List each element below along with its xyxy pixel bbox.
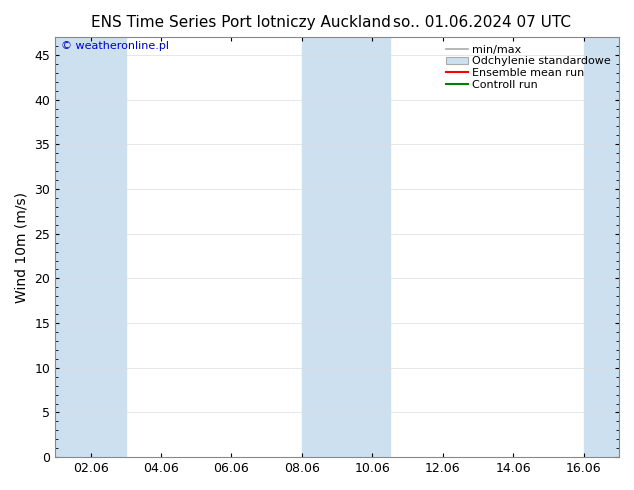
Y-axis label: Wind 10m (m/s): Wind 10m (m/s) <box>15 192 29 303</box>
Bar <box>584 37 619 457</box>
Text: so.. 01.06.2024 07 UTC: so.. 01.06.2024 07 UTC <box>393 15 571 30</box>
Bar <box>55 37 126 457</box>
Text: © weatheronline.pl: © weatheronline.pl <box>61 41 169 51</box>
Text: ENS Time Series Port lotniczy Auckland: ENS Time Series Port lotniczy Auckland <box>91 15 391 30</box>
Legend: min/max, Odchylenie standardowe, Ensemble mean run, Controll run: min/max, Odchylenie standardowe, Ensembl… <box>444 43 614 92</box>
Bar <box>302 37 390 457</box>
